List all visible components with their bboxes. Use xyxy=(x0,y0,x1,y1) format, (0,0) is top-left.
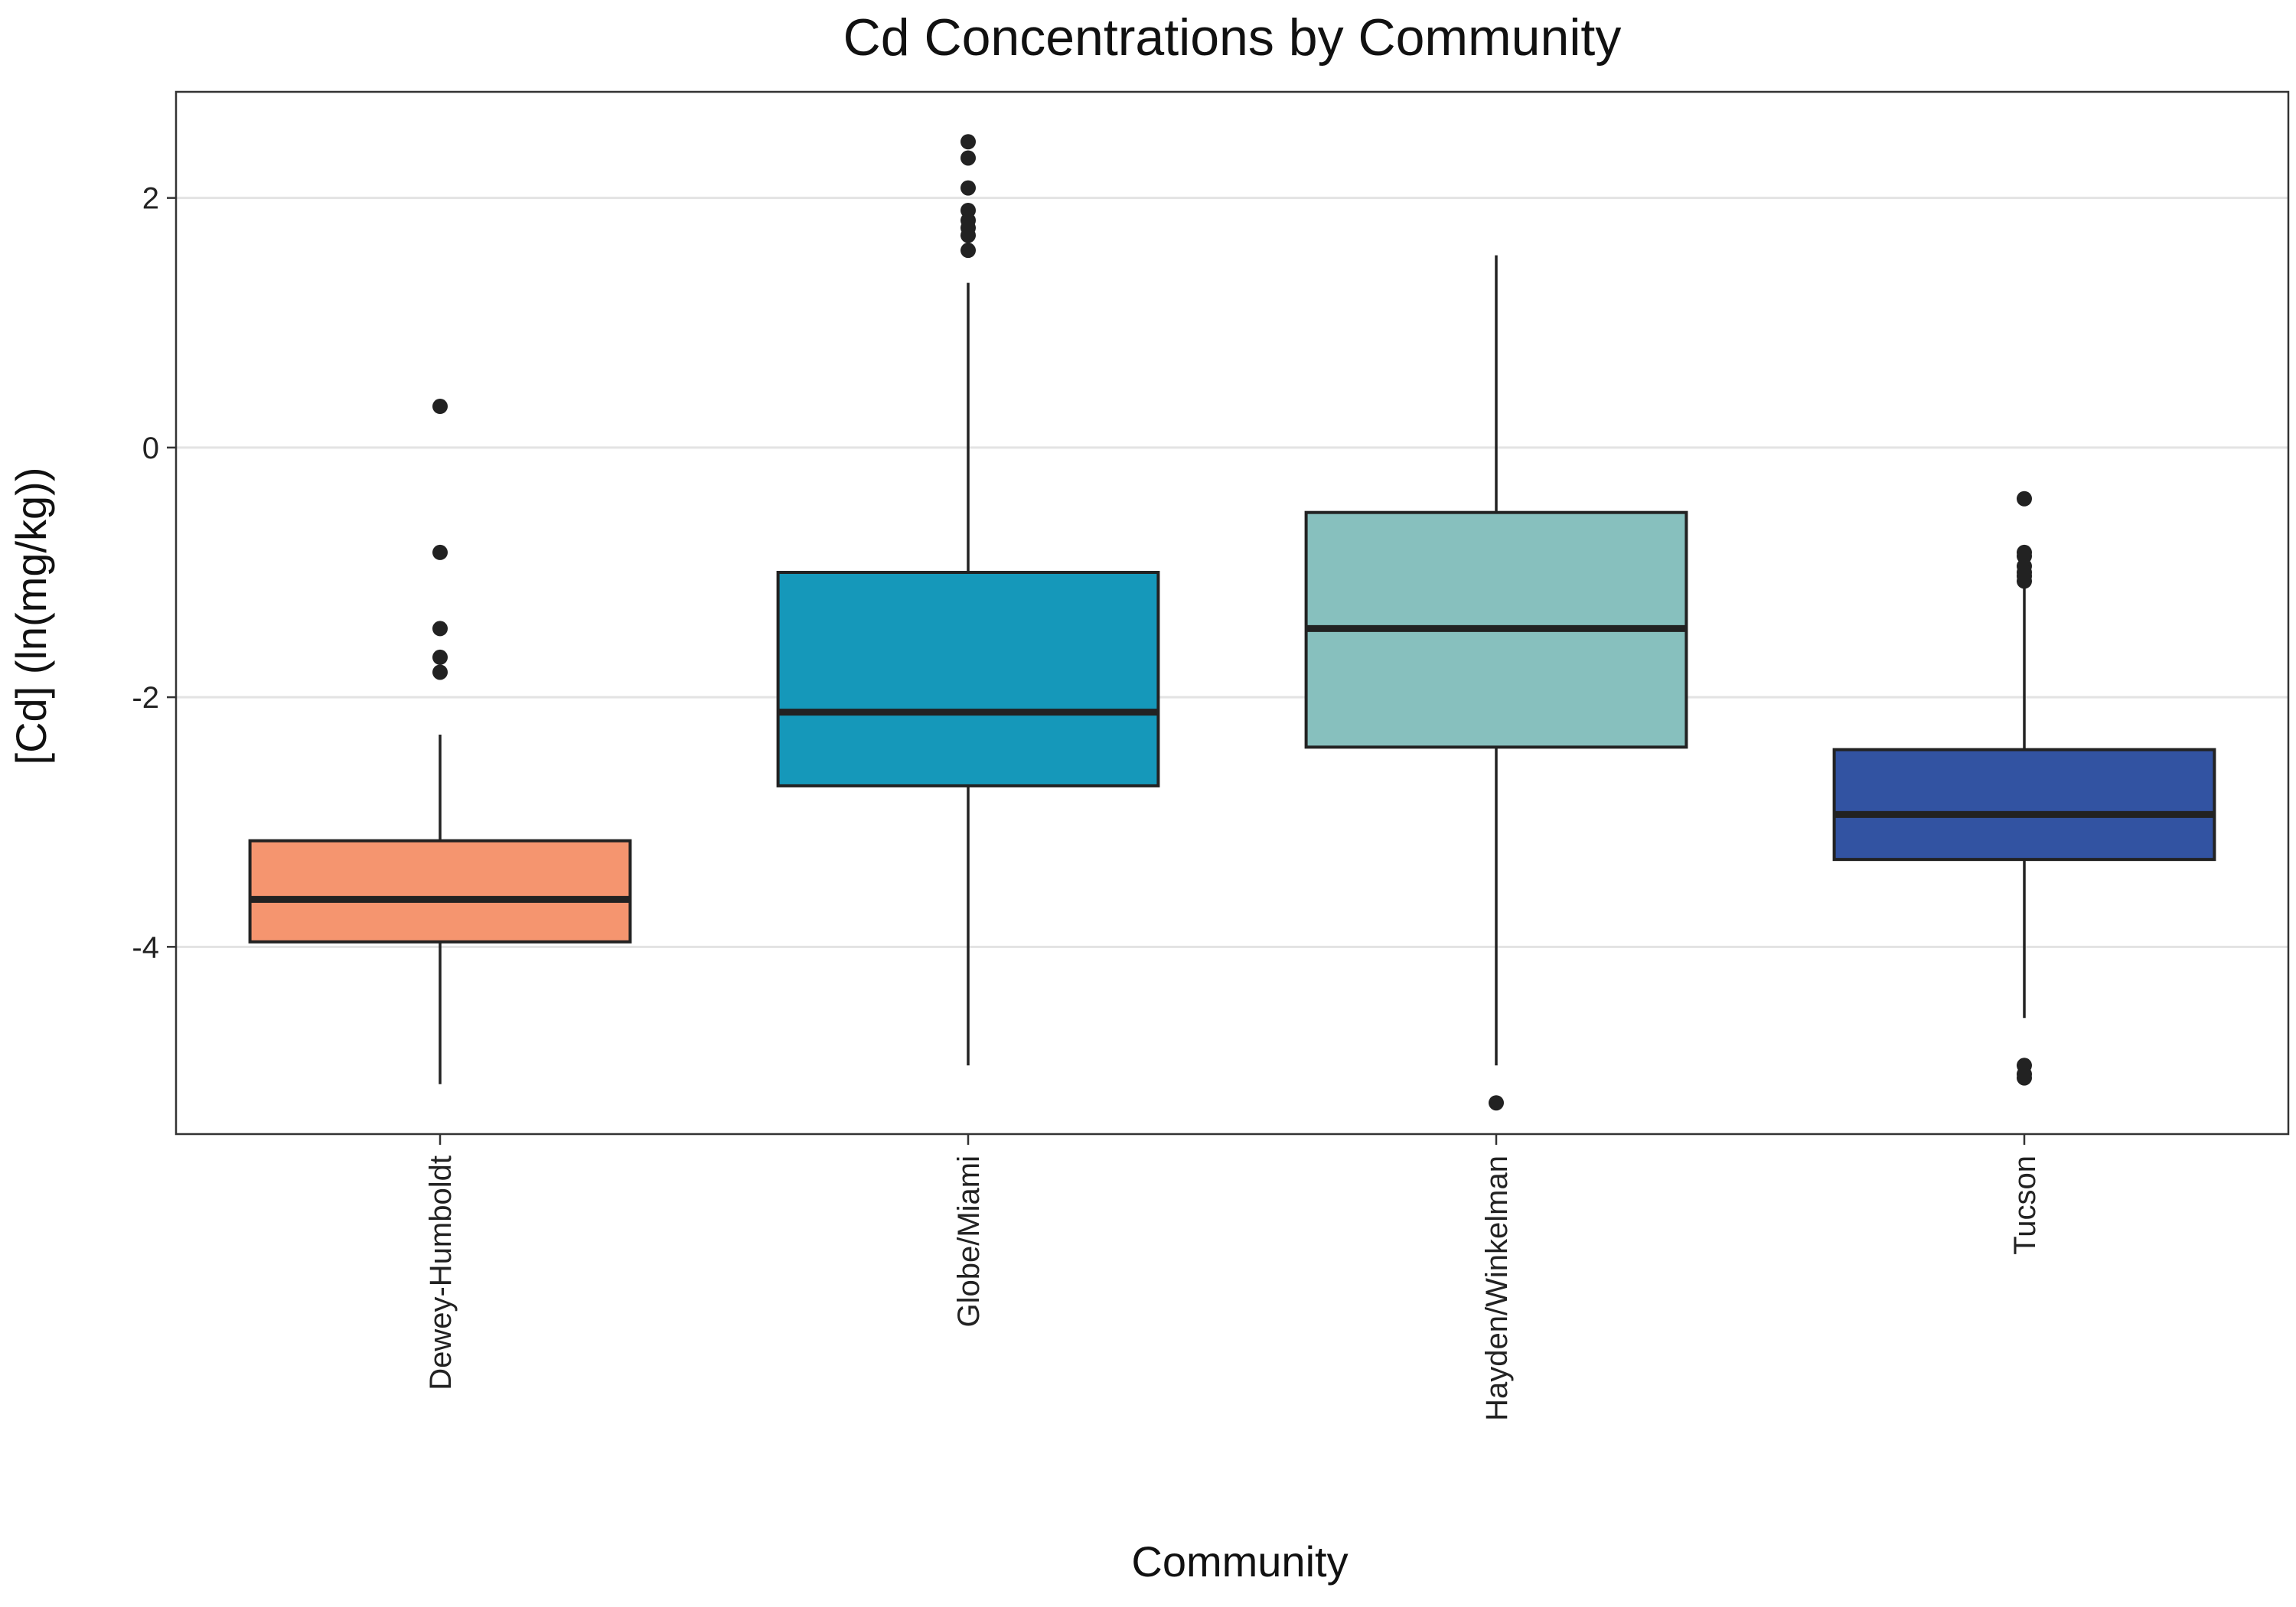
outlier-point xyxy=(432,399,448,415)
outlier-point xyxy=(2017,573,2032,589)
y-axis-ticks: 2 0 -2 -4 xyxy=(132,182,176,964)
y-axis-title: [Cd] (ln(mg/kg)) xyxy=(7,468,55,765)
outlier-point xyxy=(432,649,448,665)
boxes xyxy=(248,134,2216,1111)
gridlines xyxy=(176,197,2288,948)
box-iqr xyxy=(776,570,1160,787)
outlier-point xyxy=(960,243,976,259)
box-iqr xyxy=(1832,748,2216,862)
box-group xyxy=(776,134,1160,1066)
outlier-point xyxy=(2017,491,2032,507)
y-tick-label: -2 xyxy=(132,681,159,715)
x-tick-label: Hayden/Winkelman xyxy=(1480,1156,1514,1421)
outlier-point xyxy=(432,664,448,680)
outlier-point xyxy=(960,150,976,166)
outlier-point xyxy=(432,544,448,560)
box-iqr xyxy=(248,839,632,944)
x-axis-title: Community xyxy=(1131,1537,1348,1586)
box-group xyxy=(1304,255,1688,1111)
x-axis-ticks: Dewey-Humboldt Globe/Miami Hayden/Winkelma… xyxy=(424,1134,2042,1421)
outlier-point xyxy=(960,180,976,196)
y-tick-label: -4 xyxy=(132,931,159,964)
x-tick-label: Dewey-Humboldt xyxy=(424,1156,458,1390)
box-group xyxy=(248,399,632,1084)
plot-panel-border xyxy=(174,90,2290,1136)
outlier-point xyxy=(1489,1095,1504,1111)
outlier-point xyxy=(960,134,976,150)
outlier-point xyxy=(960,227,976,243)
x-tick-label: Globe/Miami xyxy=(952,1156,986,1328)
x-tick-label: Tucson xyxy=(2008,1156,2042,1255)
outlier-point xyxy=(432,621,448,637)
chart-title: Cd Concentrations by Community xyxy=(843,8,1622,67)
y-tick-label: 2 xyxy=(142,182,159,216)
y-tick-label: 0 xyxy=(142,432,159,465)
box-group xyxy=(1832,491,2216,1086)
outlier-point xyxy=(2017,1070,2032,1086)
